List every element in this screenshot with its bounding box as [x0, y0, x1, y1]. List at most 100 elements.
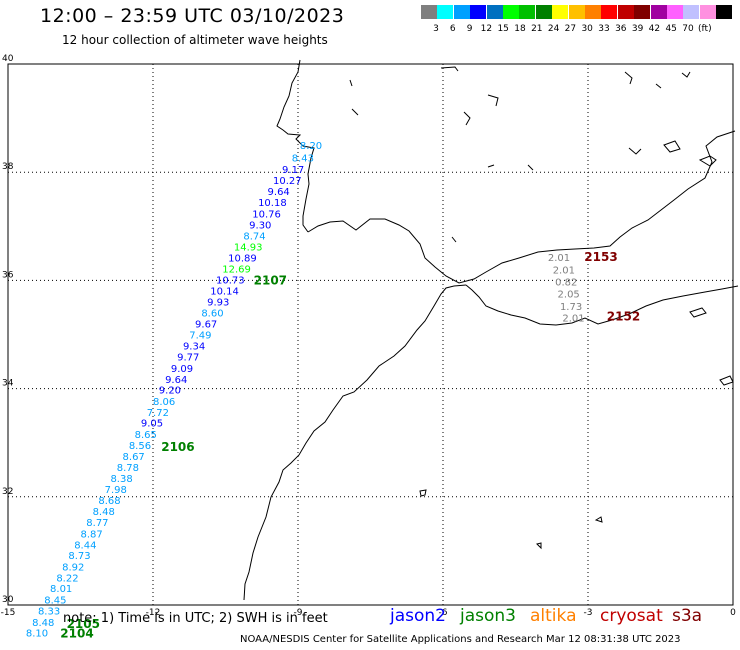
swh-value: 9.09	[171, 364, 193, 375]
legend-label: (ft)	[698, 24, 712, 34]
coast-inland-8	[527, 164, 534, 171]
coast-island-2	[663, 140, 681, 153]
pass-label: 2152	[607, 310, 640, 324]
lon-tick-label: -15	[1, 608, 16, 618]
swh-value: 1.73	[560, 302, 582, 313]
swh-value: 9.20	[159, 386, 181, 397]
swh-value: 8.68	[98, 496, 120, 507]
coast-inland-10	[351, 108, 359, 116]
coast-inland-4	[624, 71, 633, 85]
legend-label: 70	[682, 24, 694, 34]
legend-swatch	[421, 5, 437, 19]
satellite-name: cryosat	[600, 606, 663, 626]
swh-value: 8.48	[32, 618, 54, 629]
swh-value: 8.56	[129, 441, 151, 452]
legend-label: 33	[598, 24, 610, 34]
legend-swatch	[634, 5, 651, 19]
lon-tick-label: -3	[584, 608, 593, 618]
legend-swatch	[617, 5, 634, 19]
swh-value: 10.73	[216, 275, 245, 286]
swh-value: 9.64	[268, 187, 290, 198]
legend-swatch	[486, 5, 503, 19]
pass-label: 2106	[161, 440, 194, 454]
lon-tick-label: -9	[294, 608, 303, 618]
satellite-name: altika	[530, 606, 577, 626]
swh-value: 10.76	[252, 209, 281, 220]
swh-value: 12.69	[222, 264, 251, 275]
legend-swatch	[667, 5, 683, 19]
swh-value: 0.82	[555, 277, 577, 288]
swh-value: 7.98	[105, 485, 127, 496]
legend-label: 12	[480, 24, 493, 34]
legend-label: 6	[449, 24, 456, 34]
swh-value: 8.22	[56, 573, 78, 584]
swh-value: 8.20	[300, 141, 322, 152]
swh-value: 9.05	[141, 419, 163, 430]
legend-swatch	[453, 5, 470, 19]
swh-value: 8.78	[117, 463, 139, 474]
lon-tick-label: -6	[439, 608, 448, 618]
legend-label: 39	[631, 24, 644, 34]
pass-label: 2104	[60, 627, 93, 641]
footer-note: note: 1) Time is in UTC; 2) SWH is in fe…	[63, 611, 328, 626]
coast-iberia-west	[276, 59, 315, 233]
legend-label: 45	[665, 24, 677, 34]
legend-label: 18	[514, 24, 526, 34]
swh-value: 8.77	[86, 518, 108, 529]
swh-value: 10.89	[228, 254, 257, 265]
swh-value: 9.34	[183, 341, 205, 352]
coastline	[243, 59, 739, 601]
swh-value: 10.27	[273, 176, 302, 187]
legend-swatch	[519, 5, 536, 19]
swh-value: 9.67	[195, 320, 217, 331]
swh-value: 8.43	[292, 154, 314, 165]
satellite-name: jason3	[460, 606, 516, 626]
map-frame	[7, 63, 734, 606]
legend-label: 9	[466, 24, 473, 34]
swh-value: 2.01	[553, 266, 575, 277]
swh-value: 2.01	[562, 314, 584, 325]
legend-swatch	[585, 5, 601, 19]
legend-swatch	[437, 5, 454, 19]
credit-line: NOAA/NESDIS Center for Satellite Applica…	[240, 634, 681, 645]
legend-swatch	[683, 5, 700, 19]
coast-inland-11	[451, 236, 457, 243]
swh-value: 9.17	[282, 165, 304, 176]
coast-inland-9	[349, 79, 353, 87]
legend-label: 24	[547, 24, 560, 34]
swh-value: 8.67	[123, 452, 145, 463]
map-title: 12:00 – 23:59 UTC 03/10/2023	[40, 5, 345, 27]
legend-swatch	[503, 5, 519, 19]
legend-swatch	[650, 5, 667, 19]
swh-value: 9.30	[249, 221, 271, 232]
legend-label: 42	[648, 24, 661, 34]
coast-inland-1	[440, 66, 459, 72]
pass-label: 2105	[67, 617, 100, 631]
legend-swatch	[568, 5, 585, 19]
swh-value: 8.92	[62, 563, 84, 574]
swh-value: 8.48	[93, 507, 115, 518]
legend-swatch	[601, 5, 618, 19]
swh-value: 14.93	[234, 242, 263, 253]
legend-swatch	[552, 5, 569, 19]
legend-swatch	[470, 5, 487, 19]
coast-inland-12	[487, 164, 495, 168]
coast-inland-6	[681, 71, 691, 78]
satellite-name: jason2	[390, 606, 446, 626]
swh-value: 10.18	[258, 198, 287, 209]
swh-value: 9.64	[165, 375, 187, 386]
satellite-name: s3a	[672, 606, 703, 626]
legend-swatch	[699, 5, 716, 19]
swh-value: 2.05	[558, 289, 580, 300]
coast-inland-7	[628, 147, 642, 155]
coast-africa-med	[465, 284, 739, 326]
pass-label: 2107	[254, 273, 287, 287]
swh-value: 8.06	[153, 397, 175, 408]
legend-swatch	[716, 5, 733, 19]
coast-island-5	[594, 516, 603, 523]
legend-label: 3	[433, 24, 439, 34]
coast-island-1	[698, 155, 717, 167]
swh-value: 2.01	[548, 253, 570, 264]
